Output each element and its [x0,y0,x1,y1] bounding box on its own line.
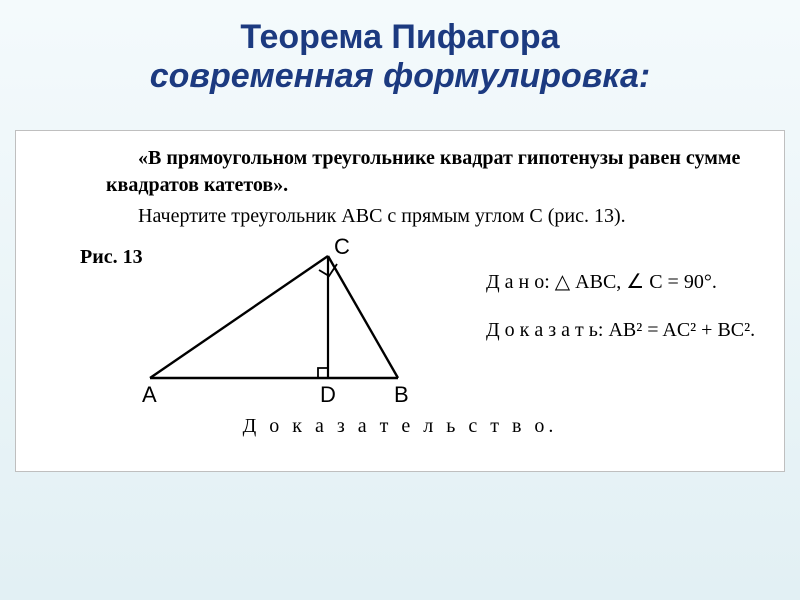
proof-label: Д о к а з а т е л ь с т в о. [16,409,784,438]
given-text: △ ABC, ∠ C = 90°. [550,271,717,293]
title-line-1: Теорема Пифагора [0,18,800,57]
right-angle-D-icon [318,368,328,378]
triangle-lines [150,256,398,378]
edge-BC [328,256,398,378]
vertex-label-B: B [394,382,409,407]
triangle-diagram: A B C D [136,238,416,408]
vertex-label-A: A [142,382,157,407]
theorem-quote: «В прямоугольном треугольнике квадрат ги… [16,131,784,203]
prove-text: AB² = AC² + BC². [603,319,755,341]
prove-line: Д о к а з а т ь: AB² = AC² + BC². [486,306,755,354]
edge-AC [150,256,328,378]
prove-label: Д о к а з а т ь: [486,319,603,341]
instruction-text: Начертите треугольник ABC с прямым углом… [16,203,784,234]
slide: Теорема Пифагора современная формулировк… [0,0,800,600]
given-line: Д а н о: △ ABC, ∠ C = 90°. [486,258,755,306]
title-line-2: современная формулировка: [0,57,800,96]
figure-caption: Рис. 13 [80,246,143,269]
vertex-label-D: D [320,382,336,407]
figure-row: Рис. 13 A B C D Д а [16,234,784,409]
given-block: Д а н о: △ ABC, ∠ C = 90°. Д о к а з а т… [486,258,755,354]
given-label: Д а н о: [486,271,550,293]
content-box: «В прямоугольном треугольнике квадрат ги… [15,130,785,472]
vertex-label-C: C [334,238,350,259]
slide-title: Теорема Пифагора современная формулировк… [0,0,800,96]
